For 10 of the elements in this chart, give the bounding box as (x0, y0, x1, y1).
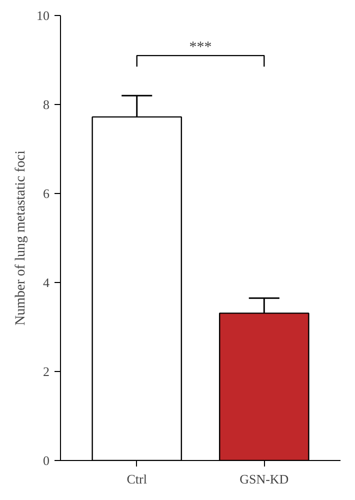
y-tick-label: 4 (43, 275, 50, 290)
y-tick-label: 2 (43, 364, 50, 379)
y-tick-label: 10 (36, 8, 50, 23)
y-tick-label: 8 (43, 97, 50, 112)
y-tick-label: 0 (43, 453, 50, 468)
annotation: *** (189, 40, 212, 56)
x-tick-label: GSN-KD (240, 472, 289, 486)
y-tick-label: 6 (43, 186, 50, 201)
y-axis-title: Number of lung metastatic foci (14, 150, 28, 326)
x-tick-label: Ctrl (126, 472, 148, 486)
